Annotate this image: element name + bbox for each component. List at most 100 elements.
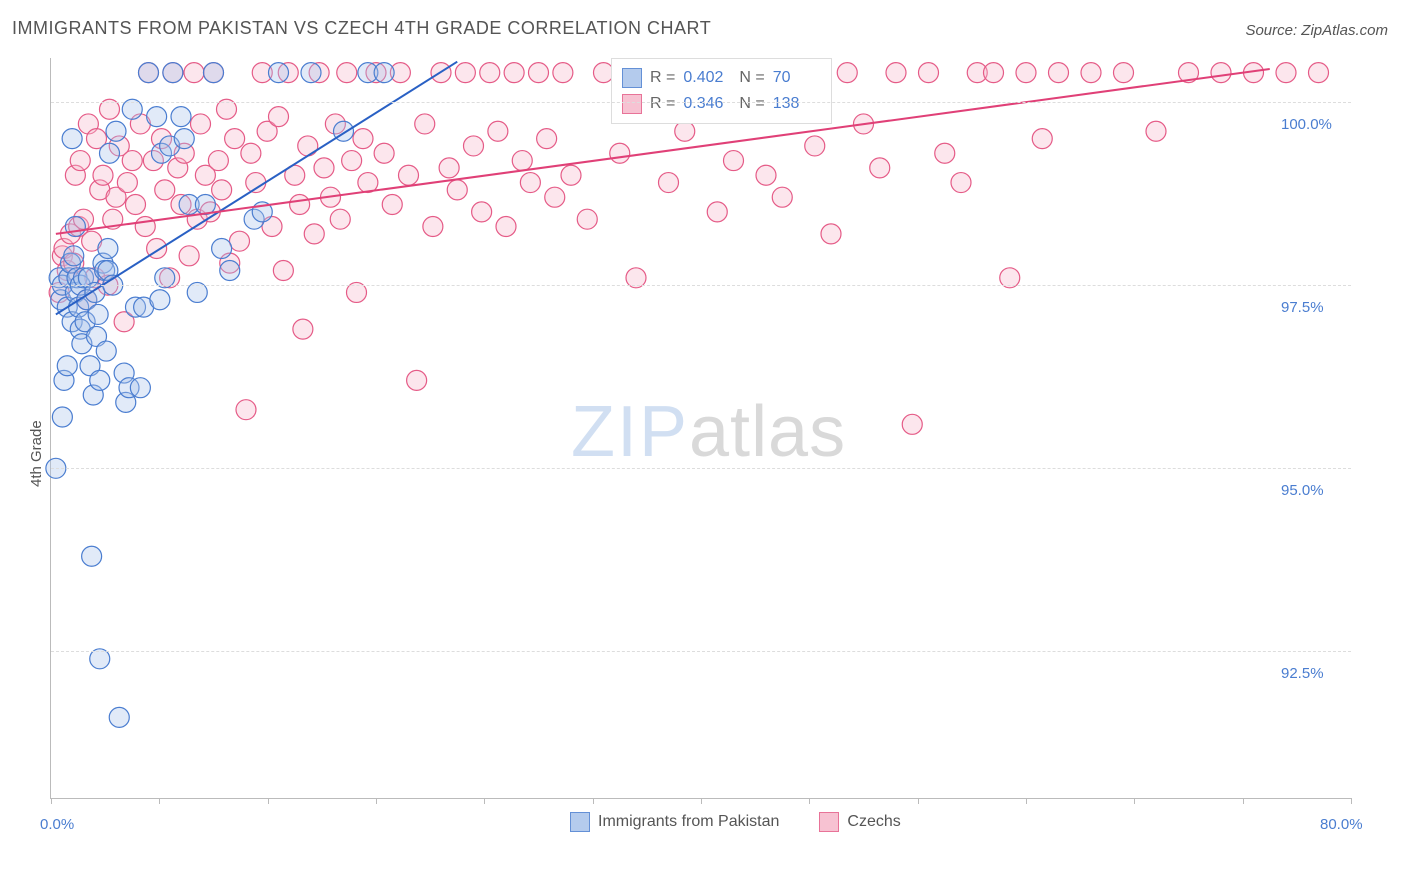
- point-czech: [472, 202, 492, 222]
- point-pakistan: [52, 407, 72, 427]
- swatch-czechs-icon: [819, 812, 839, 832]
- point-czech: [179, 246, 199, 266]
- point-czech: [298, 136, 318, 156]
- stats-legend-box: R = 0.402 N = 70 R = 0.346 N = 138: [611, 58, 832, 124]
- point-pakistan: [163, 63, 183, 83]
- swatch-pakistan-icon: [570, 812, 590, 832]
- point-czech: [330, 209, 350, 229]
- point-czech: [184, 63, 204, 83]
- point-czech: [1276, 63, 1296, 83]
- y-tick-label: 95.0%: [1281, 482, 1324, 499]
- stats-row-pakistan: R = 0.402 N = 70: [622, 65, 821, 91]
- legend-item-pakistan: Immigrants from Pakistan: [570, 812, 779, 832]
- point-czech: [407, 370, 427, 390]
- point-czech: [935, 143, 955, 163]
- point-czech: [236, 400, 256, 420]
- bottom-legend: Immigrants from Pakistan Czechs: [570, 812, 901, 832]
- x-tick: [1026, 798, 1027, 804]
- point-czech: [208, 151, 228, 171]
- point-czech: [423, 217, 443, 237]
- point-czech: [447, 180, 467, 200]
- stat-label-r: R =: [650, 95, 675, 113]
- point-pakistan: [301, 63, 321, 83]
- legend-label-pakistan: Immigrants from Pakistan: [598, 813, 779, 831]
- stat-label-r: R =: [650, 69, 675, 87]
- point-pakistan: [82, 546, 102, 566]
- point-czech: [212, 180, 232, 200]
- point-czech: [290, 195, 310, 215]
- point-czech: [1049, 63, 1069, 83]
- point-czech: [529, 63, 549, 83]
- y-axis-label: 4th Grade: [28, 420, 45, 487]
- point-czech: [126, 195, 146, 215]
- point-czech: [1114, 63, 1134, 83]
- point-czech: [886, 63, 906, 83]
- point-czech: [951, 173, 971, 193]
- plot-area: ZIPatlas R = 0.402 N = 70 R = 0.346 N = …: [50, 58, 1351, 799]
- x-tick: [809, 798, 810, 804]
- point-czech: [293, 319, 313, 339]
- grid-line: [51, 651, 1351, 652]
- y-tick-label: 92.5%: [1281, 665, 1324, 682]
- point-pakistan: [90, 370, 110, 390]
- point-pakistan: [64, 246, 84, 266]
- swatch-pakistan-icon: [622, 68, 642, 88]
- y-tick-label: 100.0%: [1281, 116, 1332, 133]
- x-tick-label-end: 80.0%: [1320, 816, 1363, 833]
- swatch-czechs-icon: [622, 94, 642, 114]
- point-czech: [553, 63, 573, 83]
- point-czech: [415, 114, 435, 134]
- point-czech: [919, 63, 939, 83]
- point-czech: [756, 165, 776, 185]
- point-czech: [337, 63, 357, 83]
- stat-n-pakistan: 70: [773, 69, 821, 87]
- legend-label-czechs: Czechs: [847, 813, 900, 831]
- point-pakistan: [98, 238, 118, 258]
- point-pakistan: [171, 107, 191, 127]
- point-pakistan: [100, 143, 120, 163]
- point-czech: [269, 107, 289, 127]
- source-attribution: Source: ZipAtlas.com: [1245, 22, 1388, 39]
- point-czech: [520, 173, 540, 193]
- point-czech: [707, 202, 727, 222]
- point-czech: [1081, 63, 1101, 83]
- point-czech: [577, 209, 597, 229]
- point-pakistan: [62, 129, 82, 149]
- point-czech: [724, 151, 744, 171]
- point-czech: [659, 173, 679, 193]
- point-czech: [191, 114, 211, 134]
- point-pakistan: [147, 107, 167, 127]
- point-pakistan: [174, 129, 194, 149]
- point-czech: [225, 129, 245, 149]
- stat-label-n: N =: [739, 95, 764, 113]
- point-czech: [545, 187, 565, 207]
- x-tick: [1351, 798, 1352, 804]
- legend-item-czechs: Czechs: [819, 812, 900, 832]
- point-czech: [273, 260, 293, 280]
- point-czech: [805, 136, 825, 156]
- point-pakistan: [269, 63, 289, 83]
- x-tick: [701, 798, 702, 804]
- stat-r-czechs: 0.346: [683, 95, 731, 113]
- point-czech: [342, 151, 362, 171]
- point-czech: [314, 158, 334, 178]
- point-czech: [1016, 63, 1036, 83]
- point-czech: [122, 151, 142, 171]
- point-pakistan: [212, 238, 232, 258]
- point-czech: [902, 414, 922, 434]
- point-czech: [135, 217, 155, 237]
- point-pakistan: [195, 195, 215, 215]
- point-czech: [439, 158, 459, 178]
- grid-line: [51, 468, 1351, 469]
- point-pakistan: [109, 707, 129, 727]
- point-czech: [610, 143, 630, 163]
- x-tick: [918, 798, 919, 804]
- header: IMMIGRANTS FROM PAKISTAN VS CZECH 4TH GR…: [0, 0, 1406, 50]
- point-pakistan: [88, 304, 108, 324]
- point-czech: [464, 136, 484, 156]
- grid-line: [51, 102, 1351, 103]
- x-tick: [268, 798, 269, 804]
- point-czech: [304, 224, 324, 244]
- point-czech: [117, 173, 137, 193]
- point-czech: [382, 195, 402, 215]
